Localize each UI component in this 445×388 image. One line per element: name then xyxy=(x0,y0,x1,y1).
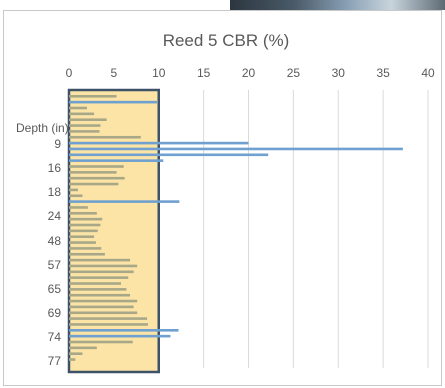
bar xyxy=(69,100,157,104)
bar xyxy=(69,165,124,168)
bar xyxy=(69,147,403,151)
bar xyxy=(69,229,98,233)
y-axis-ticks: 9 16 18 24 48 57 65 69 74 77 xyxy=(48,137,62,368)
bar xyxy=(69,276,129,279)
y-tick-label: 9 xyxy=(54,137,61,151)
chart-title: Reed 5 CBR (%) xyxy=(163,31,290,50)
bar xyxy=(69,130,100,133)
bar xyxy=(69,288,127,291)
x-tick-label: 40 xyxy=(421,66,435,80)
y-tick-label: 24 xyxy=(48,209,62,223)
bar xyxy=(69,282,122,285)
y-tick-label: 69 xyxy=(48,306,62,320)
bar xyxy=(69,317,148,320)
bar xyxy=(69,323,148,326)
bar xyxy=(69,299,138,303)
bar xyxy=(69,352,83,355)
bar xyxy=(69,194,83,198)
x-tick-label: 5 xyxy=(111,66,118,80)
y-tick-label: 74 xyxy=(48,330,62,344)
x-tick-label: 10 xyxy=(152,66,166,80)
bar xyxy=(69,153,269,157)
x-tick-label: 20 xyxy=(242,66,256,80)
bar xyxy=(69,305,134,309)
y-tick-label: 77 xyxy=(48,354,62,368)
bar xyxy=(69,223,101,227)
bar xyxy=(69,247,102,250)
y-axis-title: Depth (in) xyxy=(16,121,69,135)
bar xyxy=(69,340,133,344)
bar xyxy=(69,171,117,174)
bar xyxy=(69,112,95,116)
bar xyxy=(69,182,119,186)
bar xyxy=(69,258,131,262)
bar xyxy=(69,252,105,256)
bar xyxy=(69,346,97,350)
bar xyxy=(69,329,179,332)
x-tick-label: 0 xyxy=(66,66,73,80)
y-tick-label: 16 xyxy=(48,161,62,175)
y-tick-label: 65 xyxy=(48,282,62,296)
bar xyxy=(69,264,138,268)
bar xyxy=(69,95,117,98)
y-tick-label: 48 xyxy=(48,234,62,248)
x-tick-label: 15 xyxy=(197,66,211,80)
bar xyxy=(69,358,76,361)
bar xyxy=(69,334,171,338)
background-photo-strip xyxy=(230,0,445,10)
y-tick-label: 57 xyxy=(48,258,62,272)
bars xyxy=(69,95,403,361)
bar xyxy=(69,124,101,127)
y-tick-label: 18 xyxy=(48,185,62,199)
bar xyxy=(69,270,134,274)
bar xyxy=(69,217,103,221)
bar xyxy=(69,241,96,244)
bar xyxy=(69,106,87,110)
bar xyxy=(69,206,88,209)
x-tick-label: 30 xyxy=(332,66,346,80)
x-axis-ticks: 0 5 10 15 20 25 30 35 40 xyxy=(66,66,435,80)
x-tick-label: 35 xyxy=(376,66,390,80)
bar xyxy=(69,235,95,238)
bar xyxy=(69,311,138,315)
bar xyxy=(69,159,164,162)
bar xyxy=(69,293,131,297)
bar xyxy=(69,135,141,139)
bar xyxy=(69,188,78,192)
bar xyxy=(69,176,125,180)
x-tick-label: 25 xyxy=(287,66,301,80)
bar xyxy=(69,141,249,145)
bar xyxy=(69,212,97,215)
bar xyxy=(69,118,107,121)
bar xyxy=(69,200,180,203)
